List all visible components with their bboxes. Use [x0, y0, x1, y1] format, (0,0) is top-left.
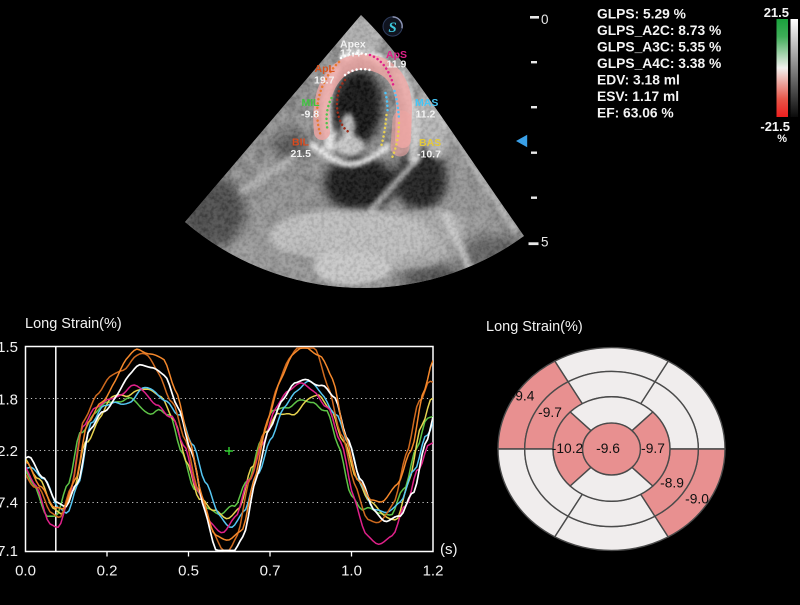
svg-text:EDV: 3.18 ml: EDV: 3.18 ml — [597, 73, 680, 88]
svg-text:GLPS: 5.29 %: GLPS: 5.29 % — [597, 7, 686, 22]
svg-text:-9.0: -9.0 — [685, 492, 709, 507]
svg-text:21.5: 21.5 — [764, 5, 789, 20]
svg-text:11.9: 11.9 — [387, 59, 407, 71]
svg-text:11.2: 11.2 — [416, 109, 436, 121]
svg-text:7.4: 7.4 — [0, 495, 18, 512]
svg-text:-9.7: -9.7 — [538, 405, 562, 420]
svg-text:5: 5 — [541, 235, 549, 250]
svg-text:GLPS_A3C: 5.35 %: GLPS_A3C: 5.35 % — [597, 40, 721, 55]
svg-text:Apex: Apex — [340, 39, 366, 51]
svg-text:BAS: BAS — [419, 137, 441, 149]
svg-text:-9.8: -9.8 — [301, 109, 319, 121]
svg-text:0.5: 0.5 — [178, 563, 199, 580]
svg-text:0.7: 0.7 — [260, 563, 281, 580]
svg-text:-9.6: -9.6 — [596, 441, 620, 456]
svg-text:7.1: 7.1 — [0, 543, 18, 560]
svg-text:1.2: 1.2 — [423, 563, 444, 580]
svg-text:0: 0 — [541, 12, 549, 27]
svg-text:21.5: 21.5 — [291, 148, 312, 160]
svg-text:-10.2: -10.2 — [552, 441, 583, 456]
svg-text:17.4: 17.4 — [340, 48, 361, 60]
svg-text:GLPS_A2C: 8.73 %: GLPS_A2C: 8.73 % — [597, 23, 721, 38]
svg-text:%: % — [777, 133, 787, 145]
svg-text:ApL: ApL — [315, 63, 336, 75]
svg-text:-9.4: -9.4 — [511, 389, 535, 404]
svg-text:-9.7: -9.7 — [641, 441, 665, 456]
svg-text:Long Strain(%): Long Strain(%) — [486, 319, 583, 335]
svg-text:MAS: MAS — [415, 97, 438, 109]
svg-text:GLPS_A4C: 3.38 %: GLPS_A4C: 3.38 % — [597, 56, 721, 71]
svg-text:S: S — [388, 20, 396, 36]
svg-text:19.7: 19.7 — [314, 75, 335, 87]
svg-text:2.2: 2.2 — [0, 443, 18, 460]
svg-text:ApS: ApS — [386, 49, 407, 61]
svg-text:1.8: 1.8 — [0, 392, 18, 409]
svg-text:1.5: 1.5 — [0, 339, 18, 356]
svg-text:-10.7: -10.7 — [417, 149, 441, 161]
svg-text:EF: 63.06 %: EF: 63.06 % — [597, 106, 674, 121]
svg-text:1.0: 1.0 — [341, 563, 362, 580]
svg-text:-8.9: -8.9 — [660, 476, 684, 491]
svg-text:(s): (s) — [440, 541, 458, 558]
svg-text:0.2: 0.2 — [97, 563, 118, 580]
svg-text:ESV: 1.17 ml: ESV: 1.17 ml — [597, 89, 679, 104]
svg-text:0.0: 0.0 — [15, 563, 36, 580]
svg-text:MIL: MIL — [302, 97, 321, 109]
svg-text:-21.5: -21.5 — [760, 119, 790, 134]
svg-text:BIL: BIL — [292, 137, 310, 149]
svg-text:Long Strain(%): Long Strain(%) — [25, 316, 122, 332]
